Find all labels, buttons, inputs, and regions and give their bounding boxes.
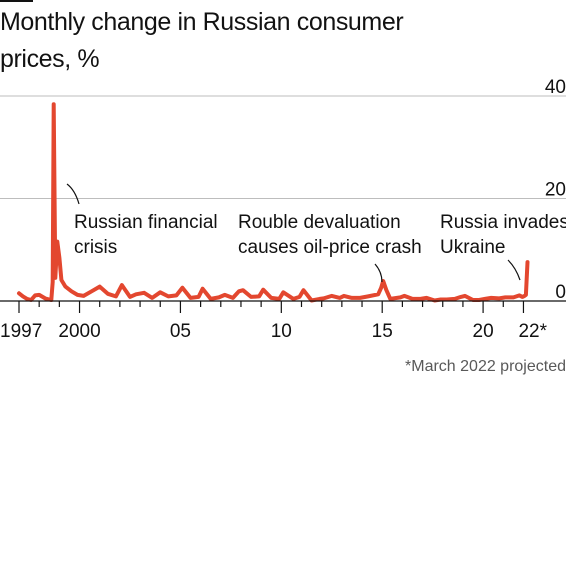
annotation-0: Russian financial crisis — [66, 183, 218, 258]
x-tick-label-22*: 22* — [518, 321, 547, 342]
annotation-text: crisis — [74, 237, 117, 258]
annotation-leader — [66, 183, 80, 205]
y-tick-labels: 0 20 40 — [545, 77, 566, 303]
series-line-0 — [17, 102, 530, 303]
annotations: Russian financial crisis Rouble devaluatio… — [66, 183, 566, 283]
annotation-1: Rouble devaluation causes oil-price crash — [238, 212, 422, 283]
x-tick-label-20: 20 — [473, 321, 494, 342]
y-tick-label-20: 20 — [545, 180, 566, 201]
x-tick-label-05: 05 — [170, 321, 191, 342]
x-tick-label-2000: 2000 — [58, 321, 100, 342]
x-tick-label-1997: 1997 — [0, 321, 42, 342]
x-tick-label-15: 15 — [372, 321, 393, 342]
annotation-2: Russia invades Ukraine — [440, 212, 566, 281]
annotation-text: Ukraine — [440, 237, 505, 258]
series-layer — [17, 102, 530, 303]
chart-title: Monthly change in Russian consumer price… — [0, 8, 404, 73]
annotation-text: Rouble devaluation — [238, 212, 401, 233]
annotation-leader — [507, 259, 521, 281]
x-tick-label-10: 10 — [271, 321, 292, 342]
annotation-text: Russia invades — [440, 212, 566, 233]
annotation-leader — [374, 263, 383, 283]
title-rule — [0, 0, 33, 2]
y-tick-label-40: 40 — [545, 77, 566, 98]
y-tick-label-0: 0 — [555, 282, 566, 303]
annotation-text: causes oil-price crash — [238, 237, 422, 258]
annotation-text: Russian financial — [74, 212, 218, 233]
footnote: *March 2022 projected — [405, 358, 566, 375]
x-axis: 1997 2000 05 10 15 20 22* — [0, 300, 566, 342]
gridlines — [0, 95, 566, 199]
